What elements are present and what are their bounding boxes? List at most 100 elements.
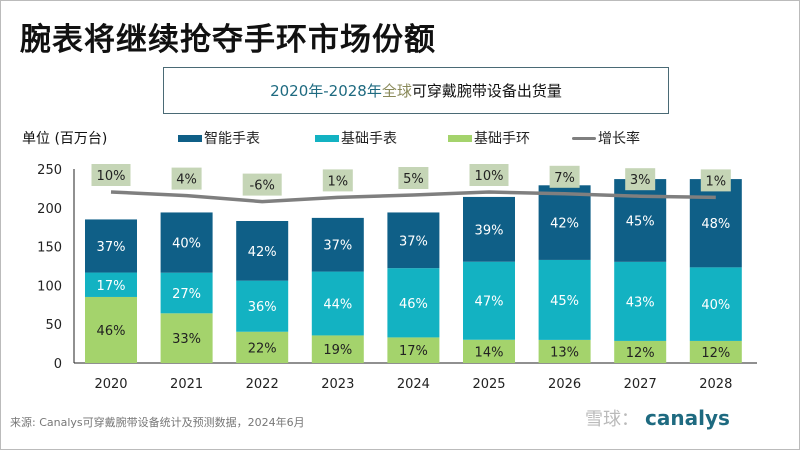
- segment-label: 45%: [550, 294, 579, 309]
- segment-label: 47%: [475, 295, 504, 310]
- bar-segment: [387, 212, 440, 269]
- watermark-text: 雪球：: [585, 409, 639, 430]
- growth-label-bg: [242, 173, 282, 196]
- bar-segment: [538, 339, 591, 363]
- growth-label-bg: [700, 169, 731, 192]
- bar-segment: [689, 340, 742, 363]
- bar-segment: [463, 196, 515, 262]
- bar-segment: [614, 340, 667, 363]
- segment-label: 39%: [475, 223, 504, 238]
- growth-label-bg: [91, 164, 131, 186]
- source-note: 来源: Canalys可穿戴腕带设备统计及预测数据，2024年6月: [10, 416, 305, 429]
- subtitle-years: 2020年-2028年: [270, 82, 382, 100]
- segment-label: 12%: [701, 346, 730, 361]
- y-tick-label: 0: [54, 357, 62, 372]
- segment-label: 40%: [701, 298, 730, 313]
- bar-segment: [85, 219, 137, 273]
- segment-label: 37%: [97, 240, 126, 255]
- bar-segment: [311, 335, 364, 363]
- growth-label-bg: [398, 167, 429, 189]
- legend-label: 基础手表: [341, 131, 397, 147]
- y-tick-label: 100: [37, 279, 62, 294]
- bar-segment: [311, 271, 364, 336]
- growth-label-bg: [625, 168, 656, 191]
- bar-segment: [538, 259, 591, 340]
- growth-label: 1%: [327, 174, 348, 189]
- segment-label: 17%: [97, 279, 126, 294]
- bar-segment: [160, 272, 213, 314]
- subtitle-rest: 可穿戴腕带设备出货量: [411, 82, 562, 100]
- segment-label: 22%: [248, 341, 277, 356]
- bar-segment: [614, 179, 667, 262]
- x-tick-label: 2021: [170, 377, 203, 392]
- segment-label: 33%: [172, 332, 201, 347]
- segment-label: 46%: [97, 324, 126, 339]
- growth-label: 5%: [403, 172, 424, 187]
- x-tick-label: 2024: [397, 377, 430, 392]
- growth-label: 7%: [554, 171, 575, 186]
- bar-segment: [160, 212, 213, 273]
- y-tick-label: 50: [45, 318, 62, 333]
- segment-label: 42%: [550, 217, 579, 232]
- segment-label: 48%: [701, 217, 730, 232]
- bar-segment: [538, 185, 591, 260]
- legend-label: 基础手环: [474, 131, 530, 147]
- bar-segment: [236, 331, 289, 363]
- watermark-logo: 雪球： canalys: [585, 405, 730, 431]
- bar-segment: [689, 179, 742, 268]
- y-tick-label: 150: [37, 241, 62, 256]
- bar-segment: [387, 337, 440, 363]
- bar-segment: [463, 261, 515, 340]
- legend-swatch: [448, 134, 472, 142]
- legend-line: [572, 136, 596, 140]
- legend-label: 增长率: [598, 131, 640, 147]
- x-tick-label: 2023: [321, 377, 354, 392]
- subtitle-global: 全球: [381, 82, 412, 100]
- bar-segment: [311, 217, 364, 272]
- y-tick-label: 200: [37, 202, 62, 217]
- segment-label: 46%: [399, 297, 428, 312]
- growth-label-bg: [322, 169, 353, 192]
- x-tick-label: 2020: [94, 377, 127, 392]
- brand-logo: canalys: [645, 406, 730, 430]
- growth-label-bg: [469, 164, 509, 186]
- x-tick-label: 2028: [699, 377, 732, 392]
- bar-segment: [463, 339, 515, 363]
- legend-growth: 增长率: [572, 128, 640, 148]
- segment-label: 40%: [172, 237, 201, 252]
- segment-label: 27%: [172, 287, 201, 302]
- segment-label: 14%: [475, 345, 504, 360]
- growth-label: 10%: [97, 169, 126, 184]
- legend-basic-watch: 基础手表: [315, 128, 397, 148]
- x-tick-label: 2026: [548, 377, 581, 392]
- page-title: 腕表将继续抢夺手环市场份额: [20, 22, 436, 58]
- bar-segment: [160, 313, 213, 363]
- segment-label: 13%: [550, 345, 579, 360]
- bar-segment: [236, 220, 289, 281]
- growth-label-bg: [171, 167, 202, 190]
- legend-label: 智能手表: [204, 131, 260, 147]
- x-tick-label: 2027: [624, 377, 657, 392]
- bar-segment: [614, 261, 667, 341]
- growth-label-bg: [549, 165, 580, 188]
- bar-segment: [85, 272, 137, 297]
- segment-label: 44%: [323, 298, 352, 313]
- chart-subtitle-box: 2020年-2028年 全球 可穿戴腕带设备出货量: [163, 67, 669, 114]
- legend-swatch: [178, 134, 202, 142]
- growth-label: 4%: [176, 173, 197, 188]
- segment-label: 37%: [399, 234, 428, 249]
- growth-label: 10%: [475, 169, 504, 184]
- segment-label: 17%: [399, 344, 428, 359]
- legend-swatch: [315, 134, 339, 142]
- bar-segment: [85, 296, 137, 363]
- stacked-bar-chart: 0 50 100 150 200 250 46% 17% 37% 2020 33% 27% 40% 202…: [37, 163, 757, 392]
- segment-label: 36%: [248, 300, 277, 315]
- segment-label: 42%: [248, 245, 277, 260]
- legend-basic-band: 基础手环: [448, 128, 530, 148]
- y-axis-label: 单位 (百万台): [22, 131, 108, 147]
- growth-label: 1%: [705, 174, 726, 189]
- bar-segment: [689, 267, 742, 341]
- x-tick-label: 2025: [472, 377, 505, 392]
- bar-segment: [387, 268, 440, 338]
- segment-label: 43%: [626, 295, 655, 310]
